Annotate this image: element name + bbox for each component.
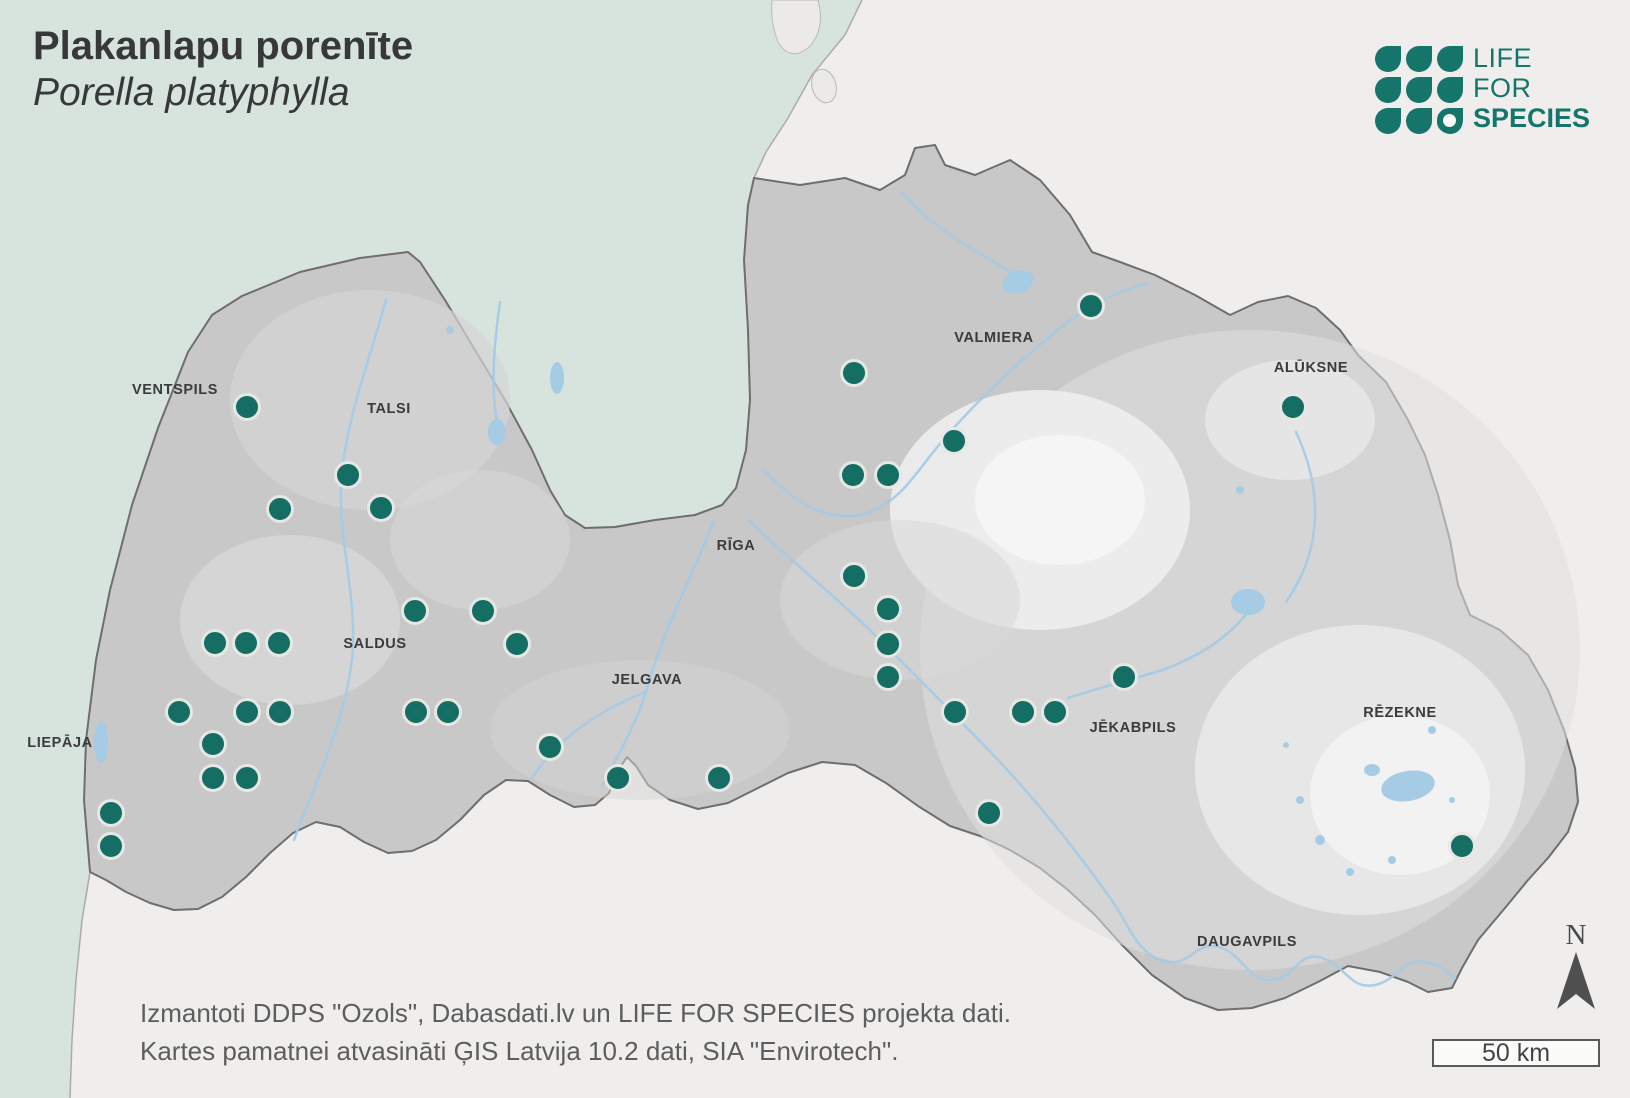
occurrence-point (199, 730, 227, 758)
city-label-rzekne: RĒZEKNE (1363, 704, 1437, 721)
lake-layer (94, 270, 1455, 876)
occurrence-point (201, 629, 229, 657)
occurrence-point (840, 562, 868, 590)
occurrence-point (1077, 292, 1105, 320)
life-for-species-logo: LIFE FOR SPECIES (1375, 43, 1590, 134)
north-arrow-icon (1557, 952, 1595, 1009)
leaf-icon (1375, 77, 1401, 103)
north-label: N (1565, 919, 1587, 951)
river-salaca (900, 190, 1020, 282)
data-attribution: Izmantoti DDPS "Ozols", Dabasdati.lv un … (140, 994, 1011, 1070)
occurrence-point (233, 764, 261, 792)
city-label-layer: VENTSPILS TALSI RĪGA SALDUS JELGAVA LIEPĀJA VA… (27, 330, 1436, 950)
species-common-name: Plakanlapu porenīte (33, 24, 414, 68)
occurrence-point (97, 832, 125, 860)
city-label-rga: RĪGA (717, 537, 756, 554)
occurrence-point (266, 698, 294, 726)
river-alukse-stream (1284, 430, 1317, 604)
river-aiviekste (1066, 610, 1250, 700)
occurrence-point (705, 764, 733, 792)
occurrence-point (1448, 832, 1476, 860)
logo-line-life: LIFE (1473, 43, 1533, 73)
occurrence-point (1009, 698, 1037, 726)
river-venta (292, 298, 388, 842)
occurrence-point (367, 494, 395, 522)
attribution-line-2: Kartes pamatnei atvasināti ĢIS Latvija 1… (140, 1036, 899, 1066)
river-lielupe (600, 520, 716, 788)
occurrence-point (941, 698, 969, 726)
occurrence-point (233, 698, 261, 726)
occurrence-point (975, 799, 1003, 827)
estonian-island-small (811, 68, 837, 104)
occurrence-point (232, 629, 260, 657)
river-kurzeme-stream (492, 300, 502, 430)
occurrence-point (165, 698, 193, 726)
occurrence-point (266, 495, 294, 523)
estonia-coastline (753, 0, 863, 179)
river-lielupe-tributary (530, 690, 648, 780)
occurrence-point (839, 461, 867, 489)
logo-line-for: FOR (1473, 73, 1532, 103)
leaf-ring-icon (1437, 108, 1463, 134)
occurrence-point (604, 764, 632, 792)
attribution-line-1: Izmantoti DDPS "Ozols", Dabasdati.lv un … (140, 998, 1012, 1028)
occurrence-point (233, 393, 261, 421)
city-label-jelgava: JELGAVA (612, 672, 683, 688)
scale-bar: 50 km (1432, 1039, 1600, 1067)
map-title: Plakanlapu porenīte Porella platyphylla (33, 22, 413, 117)
logo-text: LIFE FOR SPECIES (1473, 43, 1590, 134)
logo-line-species: SPECIES (1473, 103, 1591, 133)
city-label-alksne: ALŪKSNE (1274, 359, 1348, 376)
scale-bar-label: 50 km (1481, 1039, 1551, 1067)
occurrence-point (874, 595, 902, 623)
occurrence-point (469, 597, 497, 625)
leaf-icon (1375, 108, 1401, 134)
occurrence-point (1110, 663, 1138, 691)
occurrence-point (402, 698, 430, 726)
leaf-icon (1406, 77, 1432, 103)
occurrence-layer (97, 292, 1476, 860)
occurrence-point (97, 799, 125, 827)
occurrence-point (199, 764, 227, 792)
leaf-icon (1406, 108, 1432, 134)
occurrence-point (536, 733, 564, 761)
lithuania-coastline (69, 871, 91, 1098)
species-scientific-name: Porella platyphylla (33, 71, 350, 114)
occurrence-point (940, 427, 968, 455)
occurrence-point (401, 597, 429, 625)
city-label-ventspils: VENTSPILS (132, 382, 218, 398)
city-label-saldus: SALDUS (343, 636, 406, 652)
occurrence-point (1041, 698, 1069, 726)
leaf-icon (1437, 46, 1463, 72)
sea-shape (0, 0, 862, 1098)
river-daugava (746, 518, 1457, 987)
logo-leaf-grid-icon (1375, 46, 1463, 134)
occurrence-point (874, 663, 902, 691)
city-label-liepja: LIEPĀJA (27, 734, 92, 751)
occurrence-point (434, 698, 462, 726)
occurrence-point (874, 630, 902, 658)
occurrence-point (874, 461, 902, 489)
city-label-jkabpils: JĒKABPILS (1090, 719, 1177, 736)
north-arrow: N (1552, 920, 1600, 1010)
occurrence-point (503, 630, 531, 658)
leaf-icon (1375, 46, 1401, 72)
occurrence-point (334, 461, 362, 489)
city-label-talsi: TALSI (367, 401, 411, 417)
city-label-valmiera: VALMIERA (954, 330, 1033, 346)
leaf-icon (1406, 46, 1432, 72)
estonian-island (771, 0, 821, 55)
occurrence-point (265, 629, 293, 657)
occurrence-point (1279, 393, 1307, 421)
leaf-icon (1437, 77, 1463, 103)
occurrence-point (840, 359, 868, 387)
city-label-daugavpils: DAUGAVPILS (1197, 934, 1297, 950)
